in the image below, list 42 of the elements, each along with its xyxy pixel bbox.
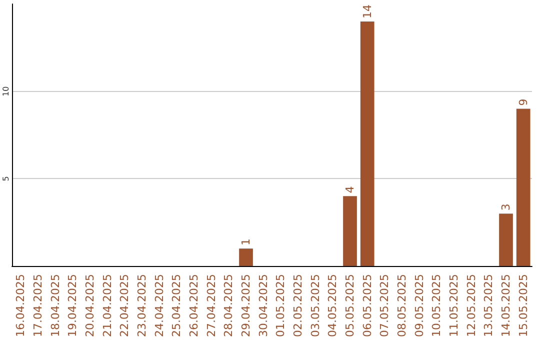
x-tick-label: 08.05.2025: [396, 274, 408, 338]
x-tick-label: 29.04.2025: [240, 274, 252, 338]
bar: [499, 214, 513, 266]
x-tick-label: 22.04.2025: [118, 274, 132, 338]
x-tick-label: 26.04.2025: [188, 274, 200, 338]
x-tick-label: 28.04.2025: [222, 274, 236, 338]
x-tick-label: 17.04.2025: [32, 274, 44, 338]
bar: [343, 196, 357, 266]
x-tick-label: 18.04.2025: [48, 274, 62, 338]
x-tick-label: 30.04.2025: [256, 274, 270, 338]
x-tick-label: 24.04.2025: [152, 274, 166, 338]
x-tick-label: 15.05.2025: [516, 274, 530, 338]
x-tick-label: 20.04.2025: [84, 274, 96, 338]
x-tick-label: 03.05.2025: [308, 274, 322, 338]
x-tick-label: 21.04.2025: [100, 274, 114, 338]
x-tick-label: 09.05.2025: [412, 274, 426, 338]
data-label: 9: [516, 98, 530, 106]
x-tick-label: 04.05.2025: [326, 274, 340, 338]
x-tick-label: 01.05.2025: [274, 274, 288, 338]
x-tick-label: 13.05.2025: [482, 274, 496, 338]
x-tick-label: 06.05.2025: [360, 274, 374, 338]
x-tick-label: 19.04.2025: [66, 274, 80, 338]
x-tick-label: 11.05.2025: [448, 274, 460, 338]
x-tick-label: 05.05.2025: [344, 274, 356, 338]
x-tick-label: 23.04.2025: [136, 274, 148, 338]
x-tick-label: 10.05.2025: [430, 274, 444, 338]
data-label: 1: [240, 238, 252, 246]
data-label: 4: [344, 186, 356, 194]
x-tick-label: 02.05.2025: [292, 274, 304, 338]
x-tick-label: 14.05.2025: [500, 274, 512, 338]
bar: [360, 21, 374, 266]
x-tick-label: 27.04.2025: [204, 274, 218, 338]
data-label: 3: [500, 204, 512, 211]
x-tick-label: 16.04.2025: [14, 274, 28, 338]
x-tick-label: 07.05.2025: [378, 274, 392, 338]
data-label: 14: [360, 4, 374, 18]
y-tick-label: 5: [2, 176, 10, 182]
x-tick-label: 12.05.2025: [464, 274, 478, 338]
y-tick-label: 10: [2, 86, 10, 96]
x-tick-label: 25.04.2025: [170, 274, 184, 338]
bar: [516, 108, 530, 266]
bar: [239, 248, 253, 266]
